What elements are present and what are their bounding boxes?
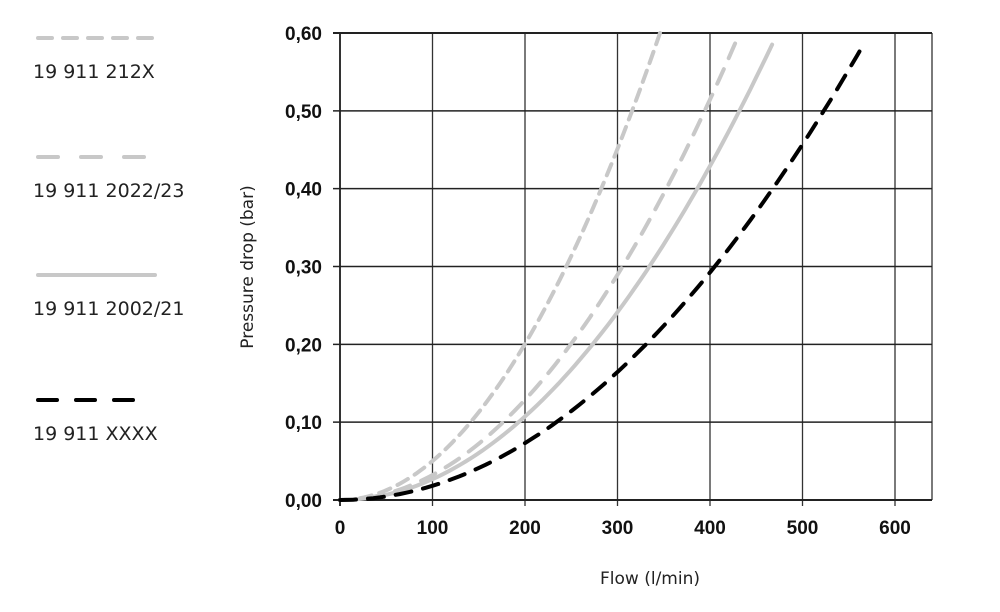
- x-tick-label: 500: [787, 518, 819, 539]
- x-tick-label: 200: [509, 518, 541, 539]
- y-axis-label: Pressure drop (bar): [238, 185, 258, 348]
- legend-label: 19 911 XXXX: [33, 423, 158, 445]
- tick-labels: 0 100 200 300 400 500 600 0,00 0,10 0,20 0,30 0,40 0…: [285, 24, 911, 539]
- x-tick-label: 300: [602, 518, 634, 539]
- y-tick-label: 0,10: [285, 413, 322, 434]
- legend-label: 19 911 212X: [33, 61, 155, 83]
- y-tick-label: 0,30: [285, 258, 322, 279]
- legend-label: 19 911 2002/21: [33, 298, 184, 320]
- x-tick-label: 600: [879, 518, 911, 539]
- series-line-1: [338, 31, 742, 502]
- grid: [333, 32, 933, 506]
- y-tick-label: 0,00: [285, 491, 322, 512]
- y-tick-label: 0,40: [285, 180, 322, 201]
- legend: 19 911 212X 19 911 2022/23 19 911 2002/21 1…: [33, 36, 184, 445]
- y-tick-label: 0,60: [285, 24, 322, 45]
- series-line-2: [338, 42, 775, 502]
- series-line-3: [338, 42, 866, 502]
- x-tick-label: 100: [417, 518, 449, 539]
- x-tick-label: 400: [694, 518, 726, 539]
- x-tick-label: 0: [335, 518, 346, 539]
- series-curves: [338, 31, 866, 502]
- y-tick-label: 0,50: [285, 102, 322, 123]
- legend-label: 19 911 2022/23: [33, 180, 184, 202]
- series-line-0: [338, 31, 662, 502]
- y-tick-label: 0,20: [285, 335, 322, 356]
- x-axis-label: Flow (l/min): [600, 569, 700, 589]
